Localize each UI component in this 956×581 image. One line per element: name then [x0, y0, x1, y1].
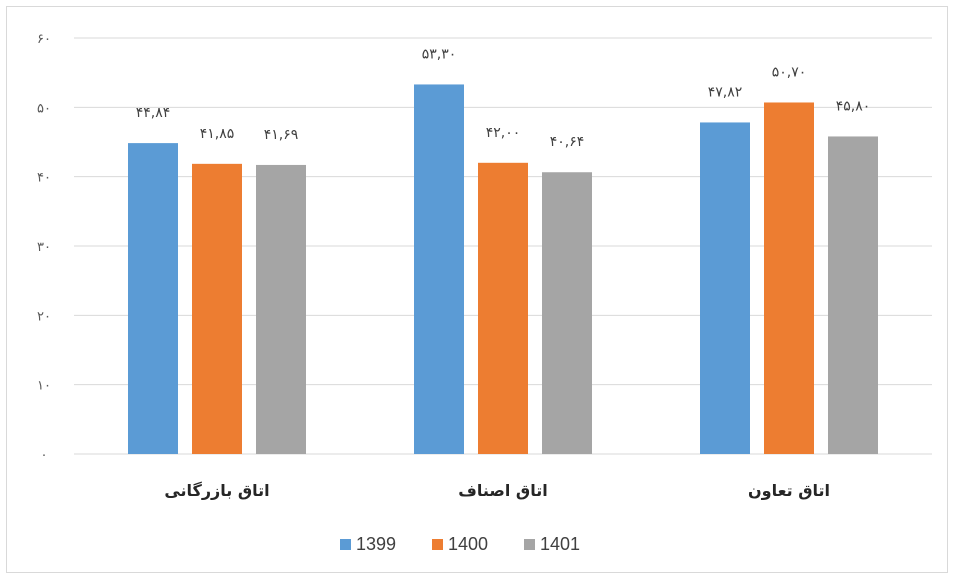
bar-1401 [542, 172, 592, 454]
y-tick-label: ۰ [41, 448, 48, 463]
bar-1401 [828, 136, 878, 454]
data-label: ۴۲,۰۰ [486, 125, 521, 141]
bar-1399 [128, 143, 178, 455]
y-tick-label: ۱۰ [37, 379, 51, 394]
bar-1399 [414, 84, 464, 454]
data-label: ۴۱,۸۵ [200, 126, 235, 142]
data-label: ۴۷,۸۲ [708, 84, 743, 100]
legend-swatch-1400 [432, 539, 443, 550]
legend-label: 1399 [356, 534, 396, 554]
bar-1400 [192, 163, 242, 454]
data-label: ۴۵,۸۰ [836, 98, 871, 114]
legend-swatch-1401 [524, 539, 535, 550]
data-label: ۴۴,۸۴ [136, 105, 171, 121]
category-label: اتاق اصناف [458, 481, 547, 500]
legend-label: 1400 [448, 534, 488, 554]
category-label: اتاق بازرگانی [164, 481, 269, 500]
legend-label: 1401 [540, 534, 580, 554]
bar-1399 [700, 122, 750, 454]
data-label: ۴۱,۶۹ [264, 127, 299, 143]
y-tick-label: ۶۰ [37, 32, 51, 47]
y-tick-label: ۴۰ [37, 171, 51, 186]
y-tick-label: ۲۰ [37, 309, 51, 324]
legend-swatch-1399 [340, 539, 351, 550]
bar-1400 [764, 102, 814, 454]
y-tick-label: ۳۰ [37, 240, 51, 255]
bar-1400 [478, 162, 528, 455]
data-label: ۵۳,۳۰ [422, 46, 457, 62]
data-label: ۴۰,۶۴ [550, 134, 585, 150]
data-label: ۵۰,۷۰ [772, 64, 807, 80]
y-tick-label: ۵۰ [37, 101, 51, 116]
category-label: اتاق تعاون [748, 481, 830, 500]
bar-1401 [256, 164, 306, 454]
